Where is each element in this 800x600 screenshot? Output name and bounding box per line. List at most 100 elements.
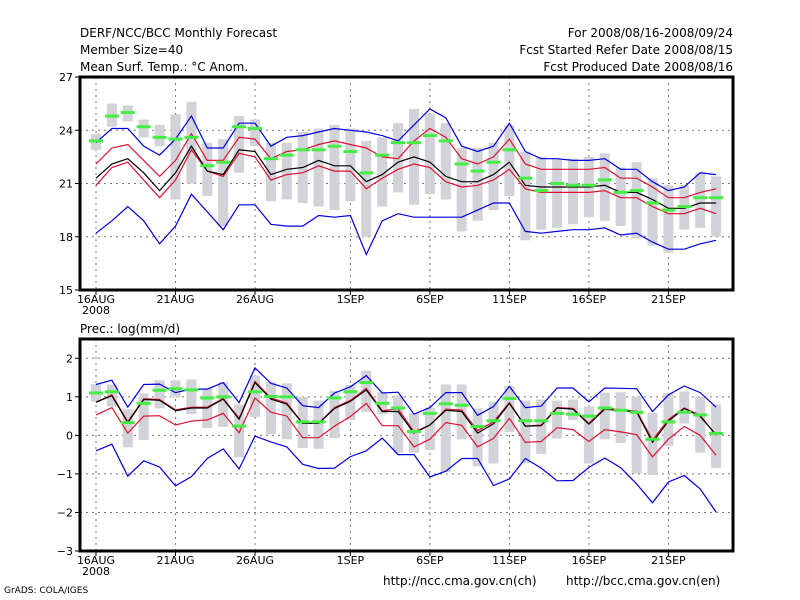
prec-line-lower	[95, 397, 717, 458]
prec-mode-marker	[200, 396, 215, 400]
temp-spread-box	[472, 148, 483, 221]
prec-mode-marker	[534, 419, 549, 423]
temp-line-min	[95, 193, 717, 256]
temp-xtick-label: 26AUG	[236, 293, 274, 306]
prec-mode-marker	[470, 424, 485, 428]
temp-spread-box	[202, 142, 213, 196]
prec-ytick-label: 2	[66, 352, 73, 365]
forecast-produced-date: Fcst Produced Date 2008/08/16	[543, 60, 733, 74]
temp-mode-marker	[597, 178, 612, 182]
prec-year-label: 2008	[82, 565, 110, 578]
prec-line-max	[95, 366, 717, 417]
prec-mode-marker	[566, 412, 580, 416]
temp-spread-box	[138, 119, 149, 138]
prec-spread-box	[583, 406, 594, 464]
prec-mode-marker	[136, 401, 151, 405]
prec-spread-box	[313, 400, 324, 449]
prec-spread-box	[393, 395, 404, 453]
url-chinese[interactable]: http://ncc.cma.gov.cn(ch)	[383, 574, 537, 588]
temp-spread-box	[329, 124, 340, 211]
prec-mode-marker	[486, 419, 501, 423]
prec-mode-marker	[152, 388, 167, 392]
prec-mode-marker	[232, 424, 247, 428]
temp-mode-marker	[168, 137, 183, 141]
prec-spread-box	[520, 400, 531, 464]
temp-spread-box	[552, 158, 563, 228]
temp-mode-marker	[248, 126, 262, 130]
temp-ytick-label: 27	[59, 71, 73, 84]
temp-xtick-label: 1SEP	[337, 293, 365, 306]
temp-spread-box	[281, 142, 292, 200]
temp-mode-marker	[184, 135, 199, 139]
prec-mode-marker	[120, 421, 135, 425]
prec-mode-marker	[279, 395, 294, 399]
prec-xtick-label: 16SEP	[572, 554, 607, 567]
prec-xtick-label: 21AUG	[156, 554, 194, 567]
prec-spread-box	[695, 396, 706, 453]
url-english[interactable]: http://bcc.cma.gov.cn(en)	[566, 574, 721, 588]
prec-xtick-label: 11SEP	[492, 554, 527, 567]
temp-xtick-label: 21AUG	[156, 293, 194, 306]
prec-mode-marker	[407, 430, 421, 434]
temp-spread-box	[393, 123, 404, 193]
temp-spread-box	[663, 185, 674, 253]
bottom-panel-ylabel: Prec.: log(mm/d)	[80, 322, 181, 336]
temp-year-label: 2008	[82, 304, 110, 317]
prec-spread-box	[440, 384, 451, 472]
prec-spread-box	[711, 404, 722, 469]
temp-spread-box	[599, 153, 610, 221]
temp-xtick-label: 11SEP	[492, 293, 527, 306]
prec-ytick-label: −1	[57, 468, 73, 481]
prec-ytick-label: 0	[66, 429, 73, 442]
prec-xtick-label: 16AUG	[77, 554, 115, 567]
prec-spread-box	[122, 409, 133, 448]
temp-line-max	[95, 108, 717, 192]
temp-mode-marker	[359, 171, 374, 175]
temp-mode-marker	[232, 125, 247, 129]
temp-mode-marker	[534, 189, 549, 193]
temp-mode-marker	[216, 160, 231, 164]
prec-spread-box	[281, 383, 292, 440]
temp-mode-marker	[422, 134, 437, 138]
temp-spread-box	[250, 119, 260, 147]
prec-spread-box	[361, 370, 372, 412]
temp-spread-box	[313, 128, 324, 207]
temp-line-lower	[95, 148, 717, 215]
temp-mode-marker	[677, 205, 692, 209]
temp-ytick-label: 15	[59, 284, 73, 297]
prec-mode-marker	[677, 410, 692, 414]
temp-mode-marker	[709, 196, 724, 200]
prec-mode-marker	[709, 431, 724, 435]
temp-mode-marker	[279, 153, 294, 157]
prec-spread-box	[472, 408, 483, 467]
temp-mode-marker	[629, 189, 644, 193]
temp-spread-box	[186, 101, 197, 184]
prec-mode-marker	[263, 394, 278, 398]
prec-mode-marker	[89, 391, 103, 395]
prec-spread-box	[329, 391, 340, 439]
temp-mode-marker	[407, 141, 421, 145]
prec-mode-marker	[438, 402, 453, 406]
temp-xtick-label: 6SEP	[416, 293, 444, 306]
temp-mode-marker	[502, 148, 517, 152]
chart-title: DERF/NCC/BCC Monthly Forecast	[80, 26, 278, 40]
prec-spread-box	[234, 404, 245, 458]
temp-mode-marker	[454, 162, 469, 166]
temp-spread-box	[440, 123, 451, 200]
prec-spread-box	[345, 384, 356, 420]
temp-xtick-label: 21SEP	[651, 293, 686, 306]
prec-line-min	[95, 435, 717, 513]
prec-mode-marker	[184, 388, 199, 392]
prec-mode-marker	[693, 413, 708, 417]
temp-spread-box	[456, 148, 467, 232]
member-size-label: Member Size=40	[80, 43, 184, 57]
temp-mode-marker	[486, 160, 501, 164]
prec-mode-marker	[248, 390, 262, 394]
grads-credit: GrADS: COLA/IGES	[4, 586, 89, 596]
temp-spread-box	[504, 124, 515, 196]
temp-mode-marker	[152, 135, 167, 139]
prec-mode-marker	[104, 390, 119, 394]
temp-xtick-label: 16AUG	[77, 293, 115, 306]
prec-mode-marker	[502, 396, 517, 400]
